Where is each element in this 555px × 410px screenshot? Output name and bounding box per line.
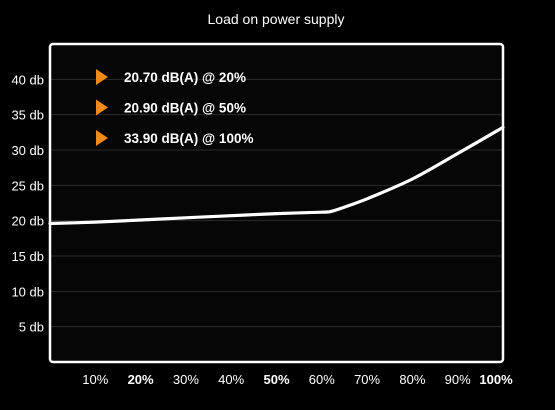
x-tick-label: 40% — [218, 372, 244, 387]
x-tick-label: 30% — [173, 372, 199, 387]
legend-label: 33.90 dB(A) @ 100% — [124, 131, 253, 146]
legend-triangle-icon — [96, 130, 108, 146]
plot-frame — [48, 42, 505, 364]
y-tick-label: 40 db — [11, 72, 44, 87]
legend-label: 20.70 dB(A) @ 20% — [124, 70, 246, 85]
y-axis: 5 db 10 db 15 db 20 db 25 db 30 db 35 db 40 db — [11, 72, 44, 334]
chart-title: Load on power supply — [208, 11, 345, 27]
x-tick-label: 90% — [445, 372, 471, 387]
x-axis: 10% 20% 30% 40% 50% 60% 70% 80% 90% 100% — [82, 372, 513, 387]
y-tick-label: 20 db — [11, 214, 44, 229]
x-tick-label: 50% — [263, 372, 289, 387]
x-tick-label: 70% — [354, 372, 380, 387]
x-tick-label: 100% — [479, 372, 513, 387]
x-tick-label: 80% — [399, 372, 425, 387]
data-points — [49, 127, 504, 224]
y-tick-label: 15 db — [11, 249, 44, 264]
legend-triangle-icon — [96, 99, 108, 116]
x-tick-label: 10% — [82, 372, 108, 387]
x-tick-label: 60% — [309, 372, 335, 387]
y-tick-label: 30 db — [11, 143, 44, 158]
y-tick-label: 10 db — [11, 284, 44, 299]
y-tick-label: 25 db — [11, 178, 44, 193]
plot-area — [50, 44, 503, 362]
y-tick-label: 35 db — [11, 108, 44, 123]
x-tick-label: 20% — [128, 372, 154, 387]
legend-triangle-icon — [96, 69, 108, 85]
legend-label: 20.90 dB(A) @ 50% — [124, 101, 246, 116]
y-tick-label: 5 db — [19, 320, 44, 335]
legend: 20.70 dB(A) @ 20% 20.90 dB(A) @ 50% 33.90 … — [96, 69, 253, 146]
